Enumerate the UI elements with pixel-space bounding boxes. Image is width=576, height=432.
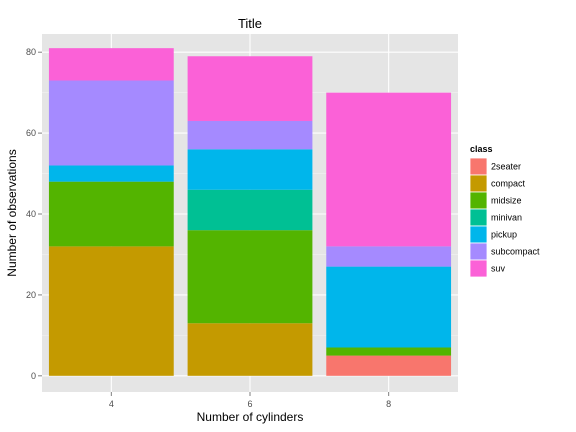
legend-title: class [470, 144, 493, 154]
bar-segment-compact-6 [187, 323, 313, 376]
bar-segment-suv-4 [48, 48, 174, 81]
bar-segment-pickup-8 [326, 266, 452, 348]
bar-segment-suv-8 [326, 92, 452, 247]
bar-segment-pickup-6 [187, 149, 313, 190]
legend-key-subcompact [469, 242, 488, 261]
legend-label-midsize: midsize [491, 196, 522, 206]
bar-segment-midsize-6 [187, 230, 313, 324]
legend: class 2seater compact midsize minivan pickup… [469, 144, 540, 278]
bar-segment-subcompact-4 [48, 80, 174, 166]
y-axis-ticks: 0 20 40 60 80 [26, 47, 42, 381]
bar-segment-subcompact-8 [326, 246, 452, 267]
y-tick-label: 40 [26, 209, 36, 219]
legend-key-pickup [469, 225, 488, 244]
y-tick-label: 60 [26, 128, 36, 138]
bar-segment-2seater-8 [326, 355, 452, 376]
bar-segment-midsize-4 [48, 181, 174, 247]
bar-segment-compact-4 [48, 246, 174, 376]
legend-label-minivan: minivan [491, 213, 522, 223]
legend-label-suv: suv [491, 264, 506, 274]
bar-segment-suv-6 [187, 56, 313, 121]
legend-key-midsize [469, 191, 488, 210]
bar-segment-subcompact-6 [187, 120, 313, 150]
x-tick-label: 4 [109, 399, 114, 409]
y-tick-label: 20 [26, 290, 36, 300]
legend-label-2seater: 2seater [491, 162, 521, 172]
y-tick-label: 80 [26, 47, 36, 57]
legend-key-2seater [469, 157, 488, 176]
legend-key-compact [469, 174, 488, 193]
bars-group [48, 48, 452, 376]
y-axis-title: Number of observations [5, 149, 19, 276]
legend-key-minivan [469, 208, 488, 227]
x-axis-title: Number of cylinders [197, 410, 304, 424]
bar-segment-pickup-4 [48, 165, 174, 182]
chart-title: Title [238, 16, 262, 31]
legend-label-compact: compact [491, 179, 526, 189]
x-tick-label: 8 [386, 399, 391, 409]
legend-key-suv [469, 259, 488, 278]
x-axis-ticks: 4 6 8 [109, 392, 391, 409]
legend-label-pickup: pickup [491, 230, 517, 240]
bar-segment-minivan-6 [187, 189, 313, 231]
x-tick-label: 6 [247, 399, 252, 409]
bar-segment-midsize-8 [326, 347, 452, 356]
y-tick-label: 0 [31, 371, 36, 381]
legend-label-subcompact: subcompact [491, 247, 540, 257]
